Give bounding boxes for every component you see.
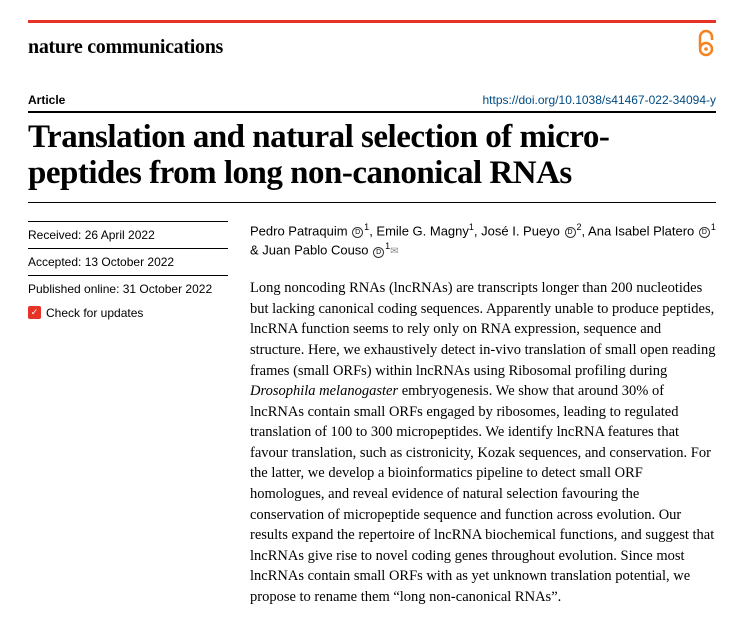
accepted-date: Accepted: 13 October 2022 <box>28 249 228 276</box>
author-list: Pedro Patraquim D1, Emile G. Magny1, Jos… <box>250 221 716 261</box>
top-red-rule <box>28 20 716 23</box>
check-updates-label: Check for updates <box>46 306 143 320</box>
metadata-column: Received: 26 April 2022 Accepted: 13 Oct… <box>28 221 228 608</box>
article-title: Translation and natural selection of mic… <box>28 119 716 192</box>
published-date: Published online: 31 October 2022 <box>28 276 228 306</box>
journal-name: nature communications <box>28 36 223 59</box>
check-updates-icon: ✓ <box>28 306 41 319</box>
title-rule-top <box>28 111 716 113</box>
doi-link[interactable]: https://doi.org/10.1038/s41467-022-34094… <box>482 93 716 107</box>
received-date: Received: 26 April 2022 <box>28 221 228 249</box>
article-type-label: Article <box>28 93 65 107</box>
content-columns: Received: 26 April 2022 Accepted: 13 Oct… <box>28 221 716 608</box>
title-rule-bottom <box>28 202 716 203</box>
abstract-text: Long noncoding RNAs (lncRNAs) are transc… <box>250 278 716 607</box>
main-column: Pedro Patraquim D1, Emile G. Magny1, Jos… <box>250 221 716 608</box>
article-type-row: Article https://doi.org/10.1038/s41467-0… <box>28 93 716 107</box>
journal-header: nature communications <box>28 29 716 65</box>
check-updates-link[interactable]: ✓ Check for updates <box>28 306 228 320</box>
open-access-icon <box>696 29 716 65</box>
